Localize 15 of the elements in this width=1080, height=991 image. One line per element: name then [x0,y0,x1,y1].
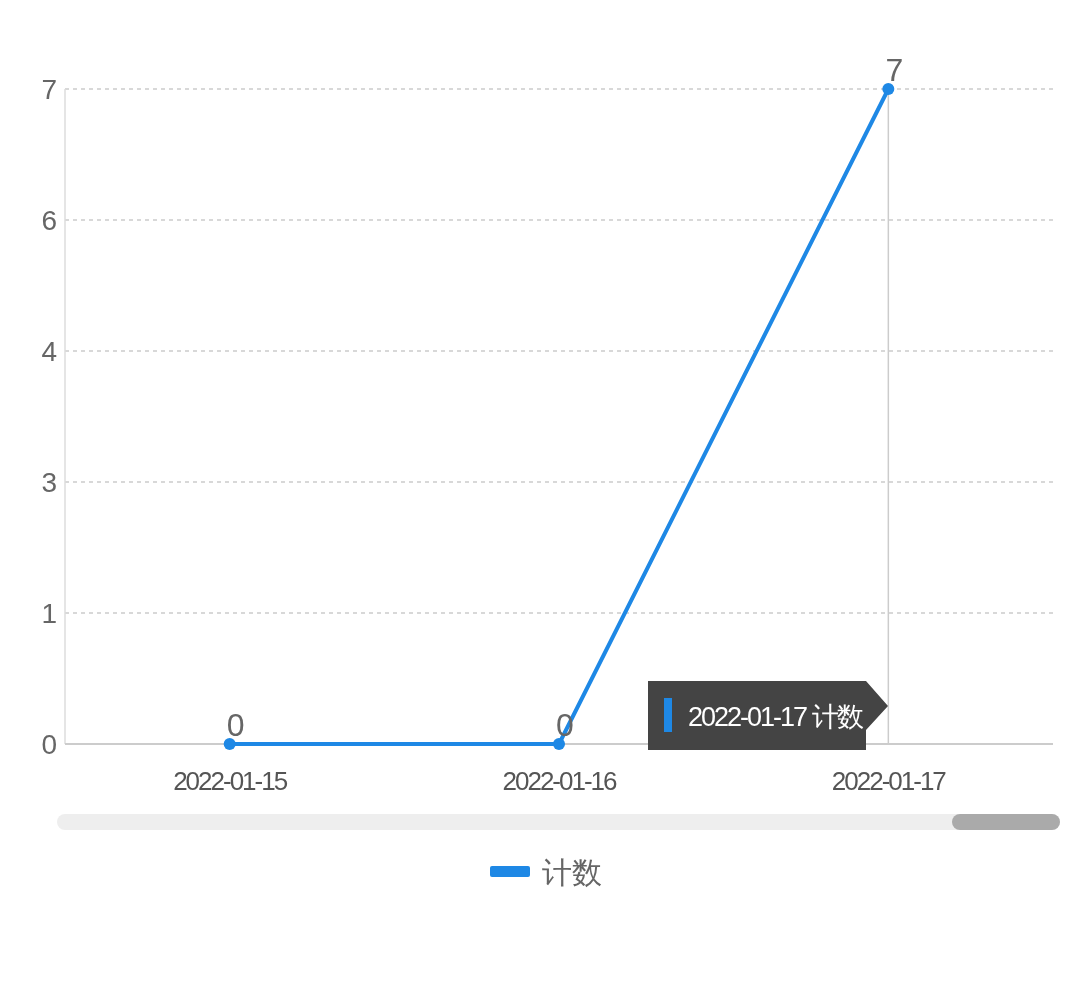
legend: 计数 [490,856,602,889]
legend-label: 计数 [542,856,602,889]
y-tick-label: 1 [41,598,57,629]
y-tick-label: 0 [41,729,57,760]
x-tick-label: 2022-01-15 [173,766,288,796]
y-tick-label: 3 [41,467,57,498]
data-label: 0 [226,707,245,743]
tooltip: 2022-01-17 计数 [648,681,888,750]
y-tick-label: 7 [41,74,57,105]
annotation: 2022-01-17 计数 [688,702,864,732]
y-tick-label: 6 [41,205,57,236]
x-tick-label: 2022-01-17 [831,766,947,796]
x-tick-label: 2022-01-16 [502,766,618,796]
y-tick-label: 4 [41,336,57,367]
data-label: 7 [885,52,904,88]
